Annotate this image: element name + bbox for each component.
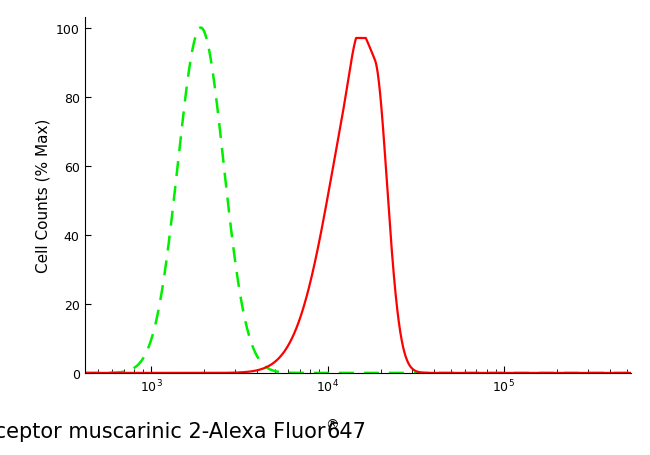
Text: Cholinergic receptor muscarinic 2-Alexa Fluor: Cholinergic receptor muscarinic 2-Alexa … bbox=[0, 421, 325, 441]
Text: 647: 647 bbox=[327, 421, 367, 441]
Y-axis label: Cell Counts (% Max): Cell Counts (% Max) bbox=[35, 119, 50, 273]
Text: ®: ® bbox=[325, 418, 339, 432]
